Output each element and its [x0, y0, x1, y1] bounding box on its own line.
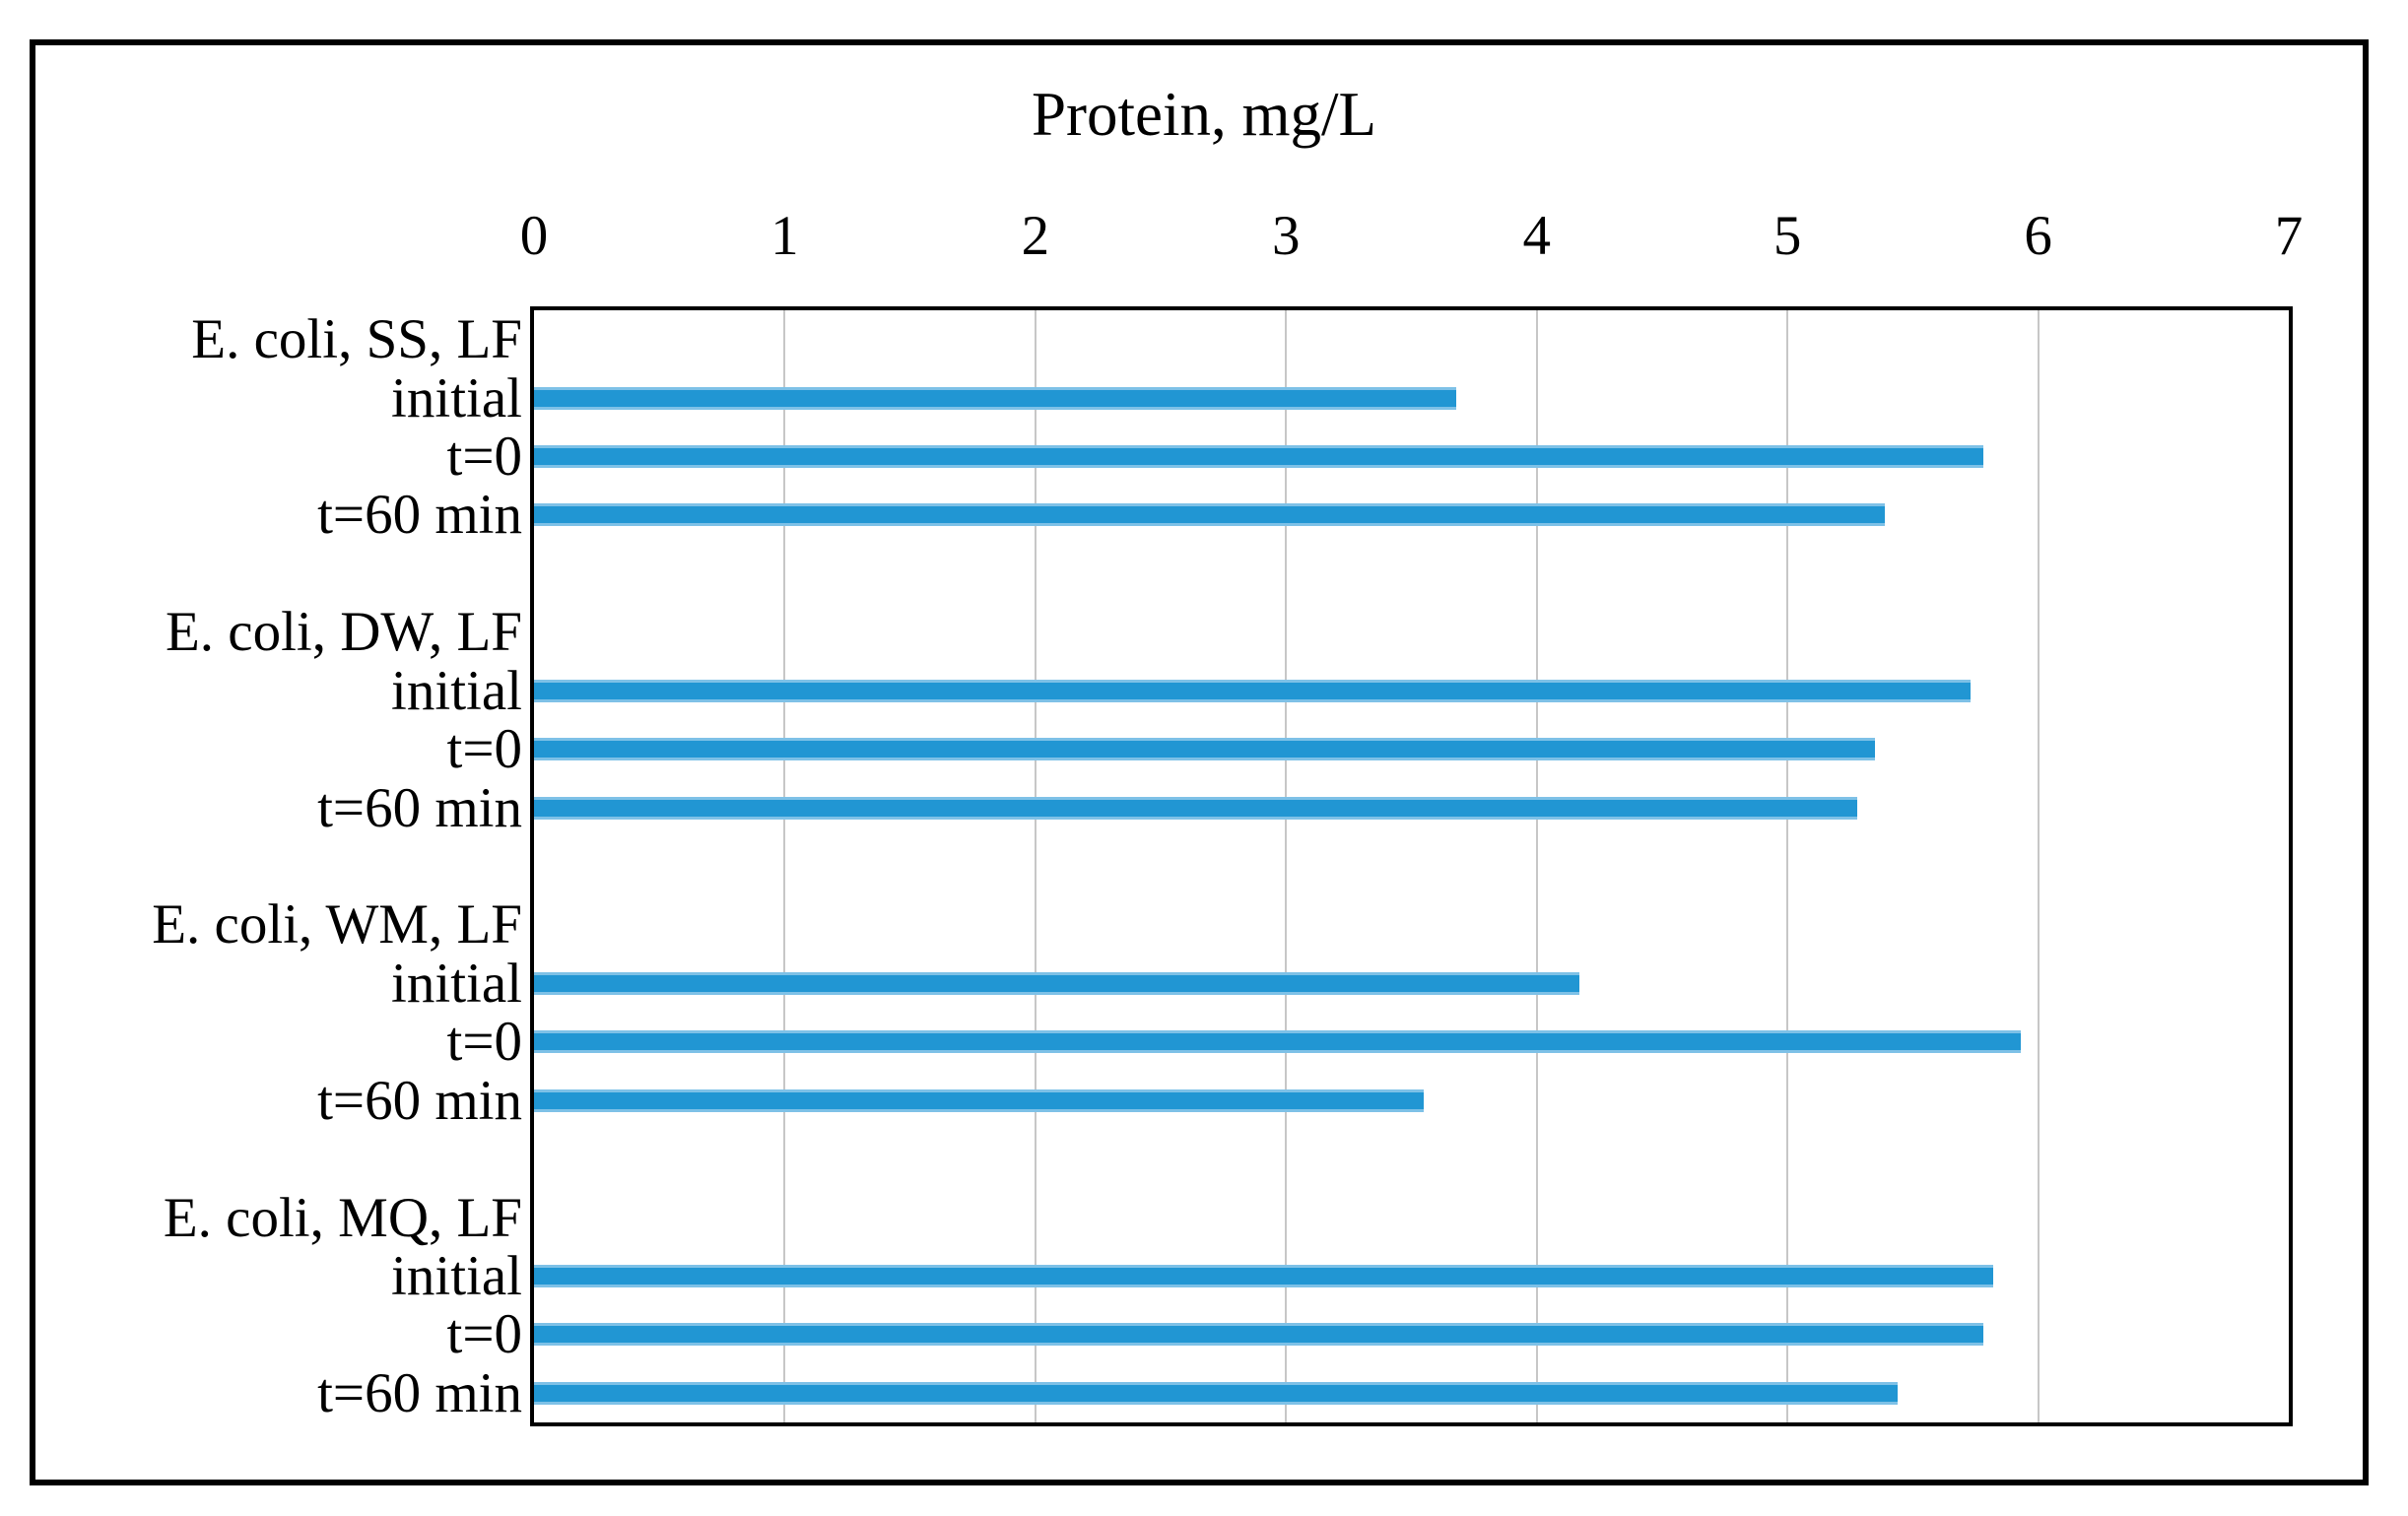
row-label: t=0: [446, 426, 522, 489]
gridline: [1034, 310, 1037, 1422]
gridline: [1535, 310, 1538, 1422]
bar: [534, 1088, 1425, 1112]
row-label: t=60 min: [317, 1361, 522, 1424]
row-label: t=0: [446, 1011, 522, 1074]
gridline: [783, 310, 786, 1422]
category-label-column: E. coli, SS, LF initial t=0 t=60 min E. coli…: [0, 0, 522, 1516]
x-tick-label: 6: [2024, 205, 2052, 267]
gridline: [1285, 310, 1288, 1422]
row-label: initial: [391, 1244, 522, 1307]
x-tick-label: 3: [1272, 205, 1301, 267]
bar: [534, 796, 1858, 820]
group-label: E. coli, WM, LF: [152, 893, 522, 956]
row-label: initial: [391, 366, 522, 429]
group-label: E. coli, SS, LF: [191, 308, 522, 371]
row-label: t=60 min: [317, 484, 522, 547]
row-label: initial: [391, 659, 522, 722]
bar: [534, 679, 1971, 702]
group-label: E. coli, MQ, LF: [163, 1186, 522, 1249]
x-tick-label: 4: [1522, 205, 1551, 267]
x-tick-label: 1: [770, 205, 799, 267]
x-tick-label: 2: [1021, 205, 1050, 267]
bar: [534, 971, 1579, 995]
bar: [534, 503, 1886, 527]
bar: [534, 1030, 2021, 1054]
figure-border: [30, 39, 2369, 1485]
x-tick-label: 5: [1773, 205, 1802, 267]
x-tick-label: 0: [519, 205, 549, 267]
group-label: E. coli, DW, LF: [165, 601, 522, 664]
bar: [534, 386, 1457, 410]
bar: [534, 445, 1983, 469]
plot-area: [530, 306, 2293, 1426]
x-axis-tick-row: 0 1 2 3 4 5 6 7: [0, 0, 2408, 296]
row-label: t=0: [446, 718, 522, 781]
bar: [534, 1264, 1993, 1287]
bar: [534, 738, 1876, 761]
bar: [534, 1323, 1983, 1347]
row-label: t=60 min: [317, 776, 522, 839]
row-label: t=0: [446, 1303, 522, 1366]
row-label: t=60 min: [317, 1069, 522, 1132]
chart-title: Protein, mg/L: [1032, 80, 1376, 149]
gridline: [1786, 310, 1789, 1422]
bar: [534, 1381, 1899, 1405]
gridline: [2037, 310, 2040, 1422]
row-label: initial: [391, 952, 522, 1015]
x-tick-label: 7: [2274, 205, 2304, 267]
